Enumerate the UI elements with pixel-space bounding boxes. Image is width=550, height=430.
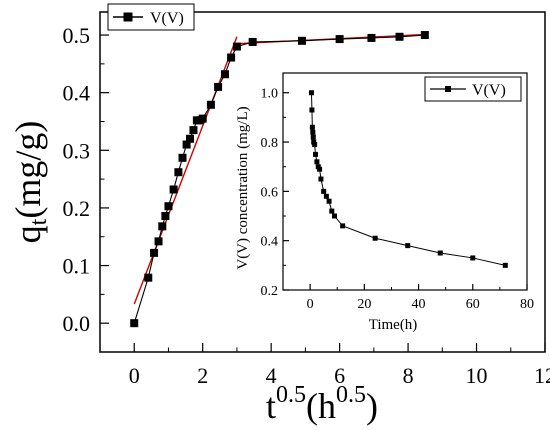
- main-data-point: [178, 153, 187, 162]
- inset-data-point: [312, 142, 318, 148]
- main-x-axis-label: t0.5(h0.5): [266, 382, 378, 426]
- main-y-tick-label: 0.4: [63, 81, 91, 106]
- main-data-point: [297, 36, 306, 45]
- main-x-tick-label: 12: [534, 363, 550, 388]
- inset-y-tick-label: 0.8: [261, 136, 279, 151]
- inset-x-tick-label: 80: [520, 297, 534, 312]
- main-series: [130, 31, 429, 328]
- inset-data-point: [340, 223, 346, 229]
- inset-frame: [282, 72, 528, 291]
- inset-series: [308, 90, 508, 268]
- inset-y-tick-label: 0.6: [261, 185, 279, 200]
- main-y-tick-label: 0.0: [63, 311, 91, 336]
- inset-x-axis-label: Time(h): [369, 317, 418, 333]
- inset-legend: V(V): [424, 76, 522, 102]
- main-data-point: [161, 212, 170, 220]
- inset-data-point: [310, 129, 316, 135]
- inset-x-tick-label: 0: [307, 297, 314, 312]
- inset-data-point: [332, 213, 338, 219]
- inset-x-tick-label: 60: [466, 297, 480, 312]
- inset-data-point: [314, 159, 320, 165]
- main-data-point: [164, 202, 173, 211]
- main-fit-line: [133, 36, 238, 305]
- main-x-tick-label: 4: [266, 363, 277, 388]
- inset-data-point: [313, 151, 319, 157]
- main-y-tick-label: 0.2: [63, 196, 91, 221]
- main-data-point: [220, 70, 229, 79]
- inset-data-point: [321, 188, 327, 194]
- main-data-point: [182, 140, 191, 149]
- inset-x-tick-label: 40: [412, 297, 426, 312]
- inset-data-point: [318, 176, 324, 182]
- main-x-tick-label: 2: [197, 363, 208, 388]
- inset-y-tick-label: 0.2: [261, 284, 279, 299]
- main-data-point: [248, 37, 257, 46]
- main-data-point: [198, 114, 207, 123]
- main-y-tick-label: 0.5: [63, 23, 91, 48]
- inset-data-point: [309, 124, 315, 130]
- main-data-point: [130, 319, 139, 328]
- inset-y-tick-label: 0.4: [261, 235, 279, 250]
- main-x-tick-label: 6: [334, 363, 345, 388]
- main-data-point: [232, 42, 241, 51]
- inset-ticks: 0 20 40 60 80 0.2 0.4 0.6 0.8 1.0: [261, 87, 535, 312]
- inset-x-tick-label: 20: [357, 297, 371, 312]
- main-data-point: [227, 53, 236, 62]
- inset-data-point: [329, 208, 335, 214]
- main-data-point: [189, 126, 198, 135]
- main-x-tick-label: 10: [466, 363, 488, 388]
- main-x-tick-label: 8: [403, 363, 414, 388]
- main-ticks: 0 2 4 6 8 10 12 0.0 0.1 0.2 0.3 0.4 0.5: [63, 23, 550, 388]
- main-y-tick-label: 0.3: [63, 138, 91, 163]
- main-data-point: [420, 31, 429, 40]
- main-data-point: [335, 35, 344, 44]
- main-x-tick-label: 0: [129, 363, 140, 388]
- main-data-point: [174, 168, 183, 177]
- main-data-point: [206, 100, 215, 109]
- main-legend-label: V(V): [150, 10, 184, 27]
- inset-data-point: [309, 107, 315, 113]
- main-data-point: [154, 237, 163, 246]
- main-data-point: [214, 82, 223, 91]
- inset-data-point: [372, 235, 378, 241]
- main-legend-marker: [123, 12, 133, 22]
- inset-legend-marker: [445, 86, 451, 92]
- inset-data-point: [470, 255, 476, 261]
- main-data-point: [169, 185, 178, 194]
- main-data-point: [395, 32, 404, 41]
- inset-legend-label: V(V): [472, 82, 506, 99]
- inset-data-point: [405, 243, 411, 249]
- inset-data-point: [308, 90, 314, 96]
- main-data-point: [186, 134, 195, 143]
- inset-data-point: [502, 262, 508, 268]
- inset-data-point: [310, 134, 316, 140]
- inset-data-point: [437, 250, 443, 256]
- main-y-axis-label: qt(mg/g): [8, 121, 52, 244]
- inset-data-point: [326, 198, 332, 204]
- main-plot-frame: [99, 11, 546, 353]
- inset-y-axis-label: V(V) concentration (mg/L): [235, 106, 251, 269]
- inset-data-point: [323, 193, 329, 199]
- inset-y-tick-label: 1.0: [261, 87, 279, 102]
- main-y-tick-label: 0.1: [63, 254, 91, 279]
- main-legend: V(V): [107, 3, 195, 31]
- inset-data-point: [317, 166, 323, 172]
- main-data-point: [158, 222, 167, 231]
- main-data-point: [367, 33, 376, 42]
- main-data-point: [144, 273, 153, 282]
- main-data-point: [150, 248, 159, 257]
